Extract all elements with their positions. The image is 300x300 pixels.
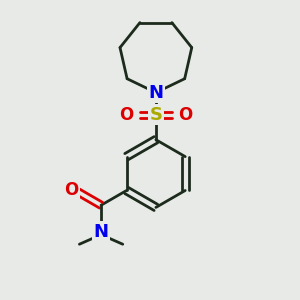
Text: O: O: [178, 106, 193, 124]
Text: S: S: [149, 106, 162, 124]
Text: N: N: [94, 223, 109, 241]
Text: O: O: [64, 182, 79, 200]
Text: N: N: [148, 84, 164, 102]
Text: O: O: [119, 106, 134, 124]
